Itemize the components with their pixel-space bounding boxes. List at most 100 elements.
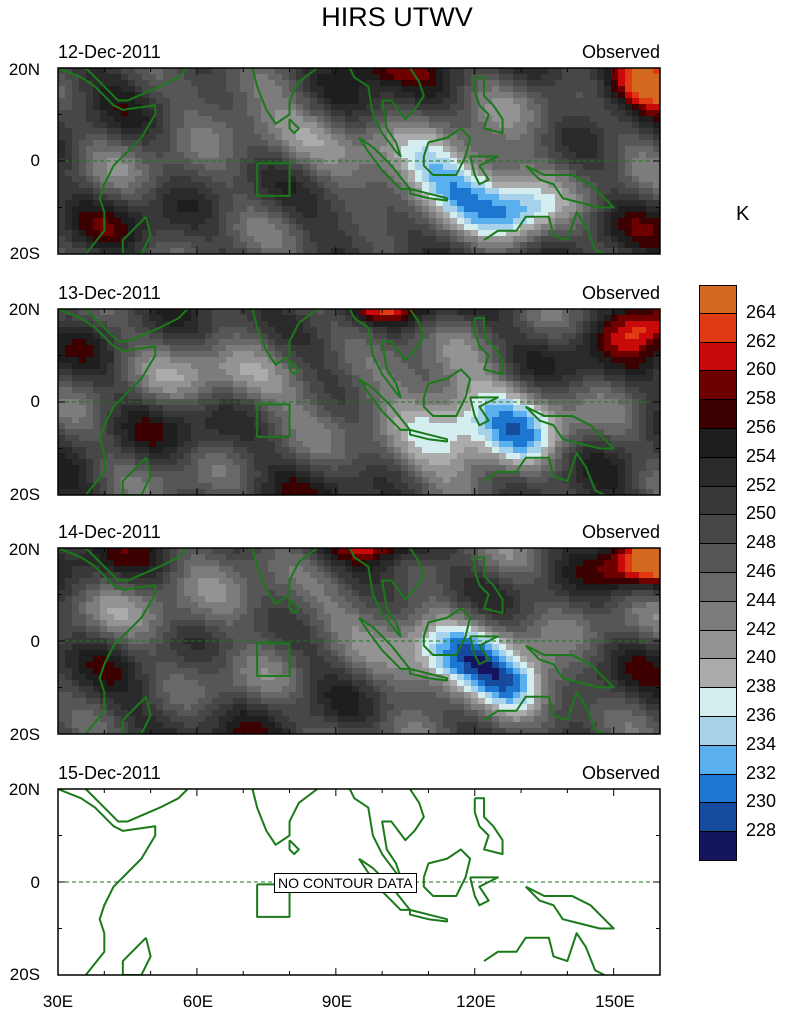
- field-cell: [233, 363, 241, 370]
- field-cell: [562, 230, 570, 237]
- field-cell: [457, 182, 465, 189]
- field-cell: [58, 116, 66, 123]
- field-cell: [506, 357, 514, 364]
- field-cell: [604, 92, 612, 99]
- field-cell: [583, 357, 591, 364]
- field-cell: [464, 441, 472, 448]
- field-cell: [233, 435, 241, 442]
- field-cell: [464, 212, 472, 219]
- field-cell: [632, 435, 640, 442]
- field-cell: [282, 128, 290, 135]
- field-cell: [366, 134, 374, 141]
- field-cell: [114, 363, 122, 370]
- field-cell: [100, 387, 108, 394]
- field-cell: [184, 224, 192, 231]
- field-cell: [408, 435, 416, 442]
- field-cell: [583, 164, 591, 171]
- field-cell: [443, 68, 451, 75]
- field-cell: [583, 104, 591, 111]
- field-cell: [394, 435, 402, 442]
- field-cell: [597, 164, 605, 171]
- field-cell: [72, 387, 80, 394]
- field-cell: [443, 212, 451, 219]
- field-cell: [394, 176, 402, 183]
- field-cell: [156, 357, 164, 364]
- field-cell: [142, 423, 150, 430]
- field-cell: [464, 248, 472, 254]
- field-cell: [303, 453, 311, 460]
- field-cell: [128, 98, 136, 105]
- field-cell: [541, 339, 549, 346]
- field-cell: [506, 381, 514, 388]
- panel-3-lat-20s: 20S: [9, 725, 40, 744]
- field-cell: [604, 435, 612, 442]
- field-cell: [597, 176, 605, 183]
- field-cell: [149, 429, 157, 436]
- field-cell: [555, 351, 563, 358]
- field-cell: [79, 122, 87, 129]
- field-cell: [135, 429, 143, 436]
- field-cell: [219, 152, 227, 159]
- field-cell: [296, 441, 304, 448]
- field-cell: [527, 170, 535, 177]
- field-cell: [450, 206, 458, 213]
- field-cell: [156, 393, 164, 400]
- field-cell: [352, 170, 360, 177]
- field-cell: [72, 74, 80, 81]
- field-cell: [338, 381, 346, 388]
- field-cell: [128, 212, 136, 219]
- field-cell: [114, 110, 122, 117]
- field-cell: [506, 339, 514, 346]
- field-cell: [72, 429, 80, 436]
- field-cell: [107, 116, 115, 123]
- field-cell: [198, 411, 206, 418]
- field-cell: [597, 339, 605, 346]
- field-cell: [86, 417, 94, 424]
- field-cell: [604, 315, 612, 322]
- field-cell: [527, 230, 535, 237]
- field-cell: [366, 357, 374, 364]
- field-cell: [520, 122, 528, 129]
- lon-label-90e: 90E: [321, 992, 353, 1011]
- field-cell: [338, 116, 346, 123]
- field-cell: [408, 218, 416, 225]
- field-cell: [569, 146, 577, 153]
- field-cell: [100, 194, 108, 201]
- field-cell: [394, 369, 402, 376]
- field-cell: [128, 405, 136, 412]
- field-cell: [548, 218, 556, 225]
- field-cell: [555, 80, 563, 87]
- field-cell: [604, 369, 612, 376]
- field-cell: [380, 74, 388, 81]
- field-cell: [478, 110, 486, 117]
- field-cell: [352, 86, 360, 93]
- field-cell: [443, 80, 451, 87]
- field-cell: [303, 417, 311, 424]
- field-cell: [478, 363, 486, 370]
- field-cell: [128, 339, 136, 346]
- field-cell: [247, 248, 255, 254]
- field-cell: [653, 315, 660, 322]
- field-cell: [128, 134, 136, 141]
- field-cell: [282, 333, 290, 340]
- field-cell: [380, 152, 388, 159]
- field-cell: [268, 188, 276, 195]
- field-cell: [520, 68, 528, 75]
- field-cell: [331, 164, 339, 171]
- field-cell: [443, 86, 451, 93]
- field-cell: [289, 170, 297, 177]
- field-cell: [296, 164, 304, 171]
- field-cell: [597, 224, 605, 231]
- field-cell: [58, 248, 66, 254]
- field-cell: [471, 369, 479, 376]
- field-cell: [380, 248, 388, 254]
- field-cell: [212, 80, 220, 87]
- field-cell: [345, 134, 353, 141]
- field-cell: [457, 423, 465, 430]
- field-cell: [611, 164, 619, 171]
- field-cell: [275, 387, 283, 394]
- field-cell: [212, 128, 220, 135]
- field-cell: [163, 122, 171, 129]
- field-cell: [646, 98, 654, 105]
- field-cell: [618, 423, 626, 430]
